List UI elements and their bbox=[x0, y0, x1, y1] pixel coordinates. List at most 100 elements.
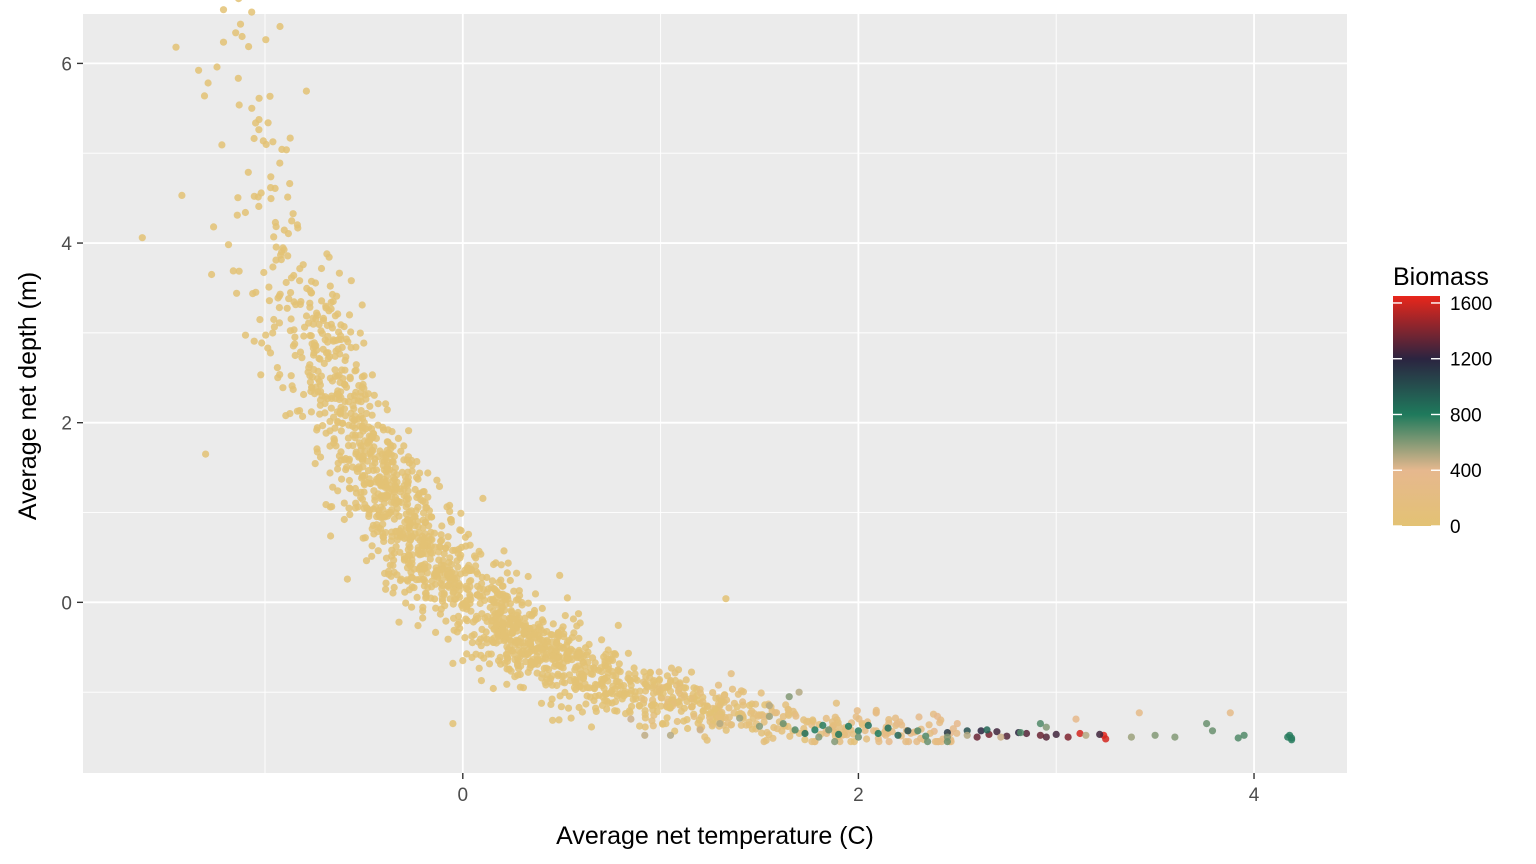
data-point bbox=[264, 119, 272, 127]
data-point bbox=[760, 718, 768, 726]
data-point bbox=[370, 391, 378, 399]
data-point bbox=[278, 145, 286, 153]
data-point bbox=[727, 670, 735, 678]
data-point bbox=[388, 428, 396, 436]
plot-panel bbox=[83, 14, 1347, 773]
data-point bbox=[341, 412, 349, 420]
data-point bbox=[580, 671, 588, 680]
data-point bbox=[510, 587, 518, 595]
data-point bbox=[828, 718, 837, 726]
data-point bbox=[953, 720, 961, 728]
data-point bbox=[543, 628, 551, 636]
data-point bbox=[178, 191, 186, 199]
data-point bbox=[750, 710, 758, 718]
data-point bbox=[374, 421, 382, 429]
data-point bbox=[427, 528, 435, 536]
data-point bbox=[320, 359, 328, 368]
data-point bbox=[477, 550, 485, 558]
data-point bbox=[953, 729, 961, 737]
data-points bbox=[138, 0, 1296, 746]
data-point bbox=[561, 688, 569, 697]
data-point bbox=[503, 569, 511, 577]
data-point bbox=[287, 274, 296, 282]
data-point bbox=[478, 625, 486, 634]
data-point bbox=[531, 590, 540, 598]
legend-tick-label: 800 bbox=[1450, 405, 1482, 426]
data-point bbox=[835, 730, 843, 739]
data-point bbox=[615, 660, 623, 668]
data-point bbox=[560, 672, 568, 680]
data-point bbox=[275, 319, 284, 327]
data-point bbox=[274, 294, 282, 302]
data-point bbox=[963, 731, 971, 739]
data-point bbox=[924, 738, 932, 746]
data-point bbox=[758, 729, 766, 737]
data-point bbox=[282, 278, 290, 287]
data-point bbox=[338, 475, 346, 483]
data-point bbox=[270, 315, 278, 324]
data-point bbox=[265, 297, 273, 305]
data-point bbox=[538, 604, 546, 613]
data-point bbox=[498, 603, 506, 612]
data-point bbox=[716, 714, 725, 722]
data-point bbox=[495, 657, 503, 665]
data-point bbox=[340, 515, 348, 524]
data-point bbox=[384, 466, 392, 474]
data-point bbox=[421, 564, 429, 573]
data-point bbox=[453, 557, 461, 565]
data-point bbox=[341, 356, 349, 365]
data-point bbox=[483, 617, 491, 626]
data-point bbox=[449, 659, 457, 668]
data-point bbox=[291, 351, 299, 360]
data-point bbox=[564, 704, 573, 712]
data-point bbox=[819, 721, 827, 730]
data-point bbox=[387, 508, 395, 516]
data-point bbox=[405, 427, 413, 435]
data-point bbox=[421, 499, 429, 507]
data-point bbox=[321, 393, 329, 401]
data-point bbox=[447, 518, 455, 526]
data-point bbox=[470, 631, 478, 639]
data-point bbox=[815, 733, 823, 741]
data-point bbox=[528, 612, 536, 620]
data-point bbox=[527, 642, 535, 650]
data-point bbox=[245, 43, 253, 51]
data-point bbox=[379, 520, 387, 528]
data-point bbox=[657, 702, 665, 710]
data-point bbox=[663, 714, 671, 722]
data-point bbox=[344, 398, 353, 406]
data-point bbox=[410, 584, 418, 592]
data-point bbox=[655, 668, 663, 676]
data-point bbox=[233, 289, 241, 297]
data-point bbox=[338, 366, 346, 374]
data-point bbox=[235, 101, 243, 109]
panel-background bbox=[83, 14, 1347, 773]
data-point bbox=[1226, 709, 1234, 717]
data-point bbox=[489, 613, 497, 621]
data-point bbox=[641, 731, 649, 739]
data-point bbox=[456, 526, 464, 534]
data-point bbox=[408, 467, 416, 475]
data-point bbox=[973, 733, 981, 741]
data-point bbox=[1240, 731, 1248, 739]
data-point bbox=[733, 703, 741, 711]
data-point bbox=[706, 709, 715, 717]
data-point bbox=[576, 619, 584, 627]
data-point bbox=[1076, 729, 1084, 738]
data-point bbox=[409, 518, 417, 526]
data-point bbox=[534, 648, 542, 656]
data-point bbox=[384, 570, 393, 578]
data-point bbox=[322, 501, 330, 509]
data-point bbox=[574, 610, 583, 618]
data-point bbox=[795, 688, 803, 696]
data-point bbox=[451, 579, 459, 587]
data-point bbox=[414, 503, 422, 511]
data-point bbox=[858, 721, 867, 729]
data-point bbox=[1127, 733, 1135, 741]
data-point bbox=[582, 644, 590, 652]
data-point bbox=[598, 682, 606, 690]
data-point bbox=[499, 621, 507, 629]
data-point bbox=[563, 594, 572, 602]
data-point bbox=[925, 721, 933, 729]
data-point bbox=[1052, 730, 1060, 739]
